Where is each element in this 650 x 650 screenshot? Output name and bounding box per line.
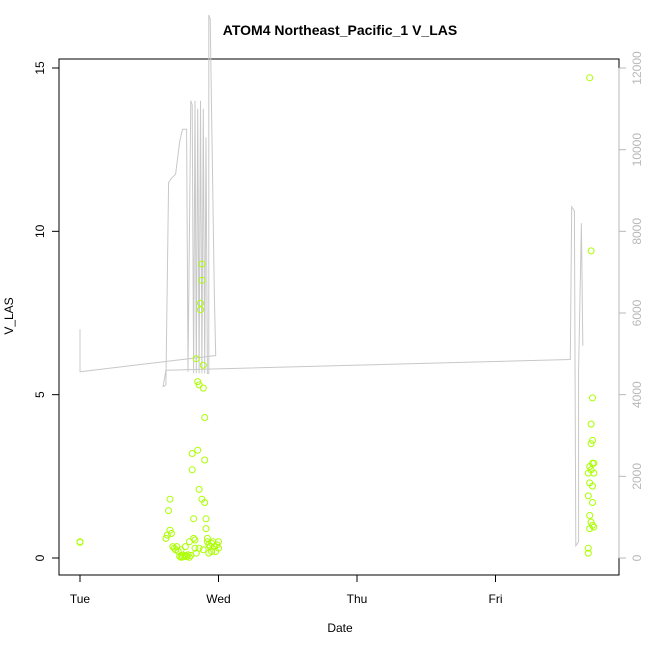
- data-point: [587, 440, 595, 448]
- data-point: [183, 553, 191, 561]
- x-axis-label: Date: [327, 621, 353, 635]
- y-tick-label: 10: [33, 224, 47, 238]
- axes-layer: Tue Wed Thu Fri 0 5 10 15 0 2000 4000 6000 8000 10000…: [33, 51, 644, 606]
- data-point: [589, 436, 596, 444]
- data-point: [198, 276, 206, 284]
- data-point: [191, 544, 199, 552]
- data-point: [199, 361, 207, 369]
- data-point: [185, 538, 193, 546]
- data-point: [191, 536, 199, 544]
- data-point: [162, 534, 170, 542]
- x-tick-label: Thu: [347, 592, 368, 606]
- data-point: [197, 299, 204, 307]
- data-point: [589, 499, 596, 506]
- y2-tick-label: 4000: [630, 381, 644, 408]
- chart-title: ATOM4 Northeast_Pacific_1 V_LAS: [223, 22, 457, 38]
- plot-frame: [58, 58, 620, 576]
- data-point: [76, 538, 84, 546]
- data-point: [213, 541, 221, 549]
- data-point: [587, 247, 595, 255]
- data-point: [590, 469, 598, 477]
- data-point: [589, 394, 596, 402]
- y2-tick-label: 6000: [630, 299, 644, 326]
- data-point: [199, 384, 207, 392]
- data-point: [586, 512, 594, 519]
- x-tick-label: Wed: [206, 592, 230, 606]
- data-point: [201, 414, 209, 421]
- data-point: [208, 548, 216, 555]
- data-point: [188, 450, 196, 457]
- y2-tick-label: 10000: [630, 133, 644, 167]
- data-point: [190, 534, 198, 542]
- x-tick-label: Fri: [489, 592, 503, 606]
- series-line: [79, 14, 584, 548]
- data-point: [586, 74, 594, 82]
- x-tick-label: Tue: [70, 592, 91, 606]
- y-tick-label: 0: [33, 554, 47, 561]
- line-series-layer: [79, 14, 584, 548]
- data-point: [166, 526, 174, 534]
- data-point: [590, 523, 598, 531]
- y-tick-label: 15: [33, 61, 47, 75]
- data-point: [584, 549, 592, 557]
- y2-tick-label: 2000: [630, 463, 644, 490]
- y-tick-label: 5: [33, 391, 47, 398]
- data-point: [584, 492, 592, 500]
- data-point: [190, 515, 198, 523]
- data-point: [188, 466, 196, 474]
- data-point: [203, 534, 211, 542]
- point-series-layer: [76, 74, 598, 561]
- data-point: [201, 456, 209, 464]
- data-point: [167, 530, 175, 537]
- data-point: [195, 544, 203, 552]
- y2-tick-label: 12000: [630, 51, 644, 85]
- data-point: [165, 507, 173, 515]
- data-point: [198, 260, 206, 268]
- data-point: [584, 544, 592, 552]
- data-point: [192, 355, 200, 363]
- data-point: [589, 482, 596, 490]
- data-point: [202, 515, 210, 523]
- data-point: [202, 525, 210, 533]
- data-point: [194, 446, 202, 454]
- data-point: [195, 485, 203, 493]
- data-point: [181, 543, 189, 551]
- y-axis-label: V_LAS: [2, 297, 16, 334]
- data-point: [215, 544, 222, 552]
- data-point: [586, 525, 594, 533]
- data-point: [199, 546, 207, 554]
- data-point: [590, 459, 598, 467]
- y2-tick-label: 8000: [630, 218, 644, 245]
- data-point: [194, 378, 202, 386]
- data-point: [587, 420, 595, 428]
- data-point: [166, 495, 174, 503]
- y2-tick-label: 0: [630, 554, 644, 561]
- data-point: [201, 499, 209, 506]
- data-point: [185, 553, 193, 561]
